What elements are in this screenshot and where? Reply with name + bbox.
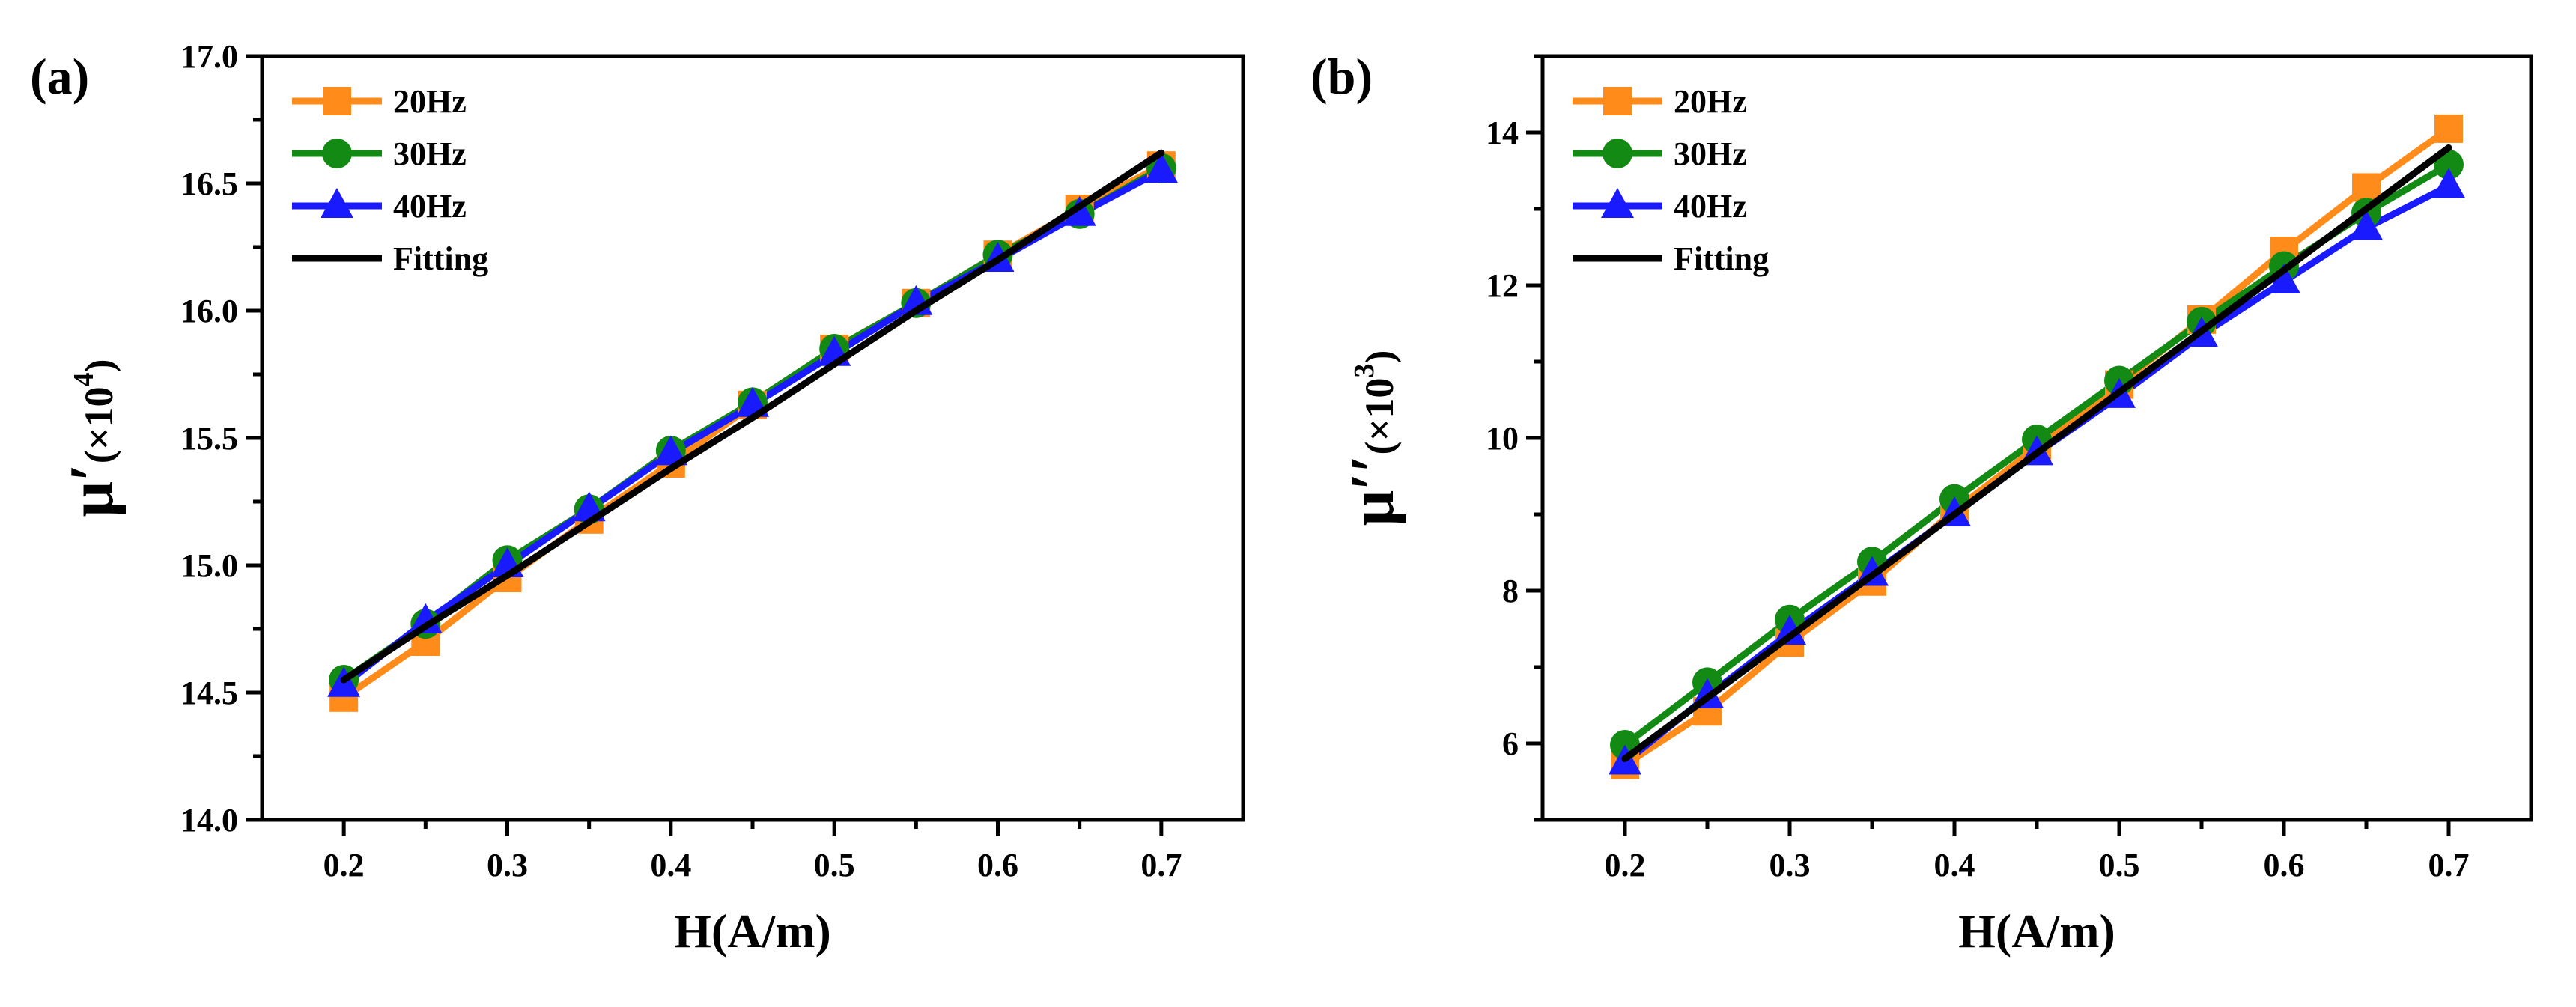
- panel-a-chart: (a) 14.0 14.5 15.0 15.5 16.0 16.5 17.0 0.2 0.3 0.4…: [30, 38, 1245, 958]
- x-tick-label: 0.2: [1605, 847, 1646, 883]
- x-tick-label: 0.6: [977, 847, 1018, 883]
- fitting-line: [340, 149, 1165, 684]
- x-tick-label: 0.4: [1934, 847, 1975, 883]
- x-tick-label: 0.6: [2264, 847, 2305, 883]
- y-axis-exponent: 3: [1349, 364, 1380, 378]
- legend-label: 20Hz: [393, 83, 467, 120]
- x-tick-label: 0.3: [487, 847, 528, 883]
- y-axis-symbol: μ′: [57, 463, 127, 517]
- legend-label: Fitting: [393, 240, 488, 277]
- x-tick-label: 0.5: [814, 847, 855, 883]
- x-tick-label: 0.4: [650, 847, 691, 883]
- marker-20Hz: [2434, 114, 2463, 143]
- y-tick-label: 6: [1502, 725, 1519, 762]
- marker-40Hz: [654, 435, 687, 466]
- x-tick-label: 0.7: [2428, 847, 2470, 883]
- legend-label: 30Hz: [393, 136, 467, 172]
- marker-40Hz: [2432, 168, 2465, 198]
- legend-marker-30Hz: [322, 139, 352, 168]
- y-tick-label: 16.5: [180, 165, 238, 202]
- legend-marker-20Hz: [323, 87, 351, 115]
- panel-label: (a): [30, 48, 89, 105]
- y-tick-label: 12: [1486, 267, 1519, 304]
- x-axis-title: H(A/m): [1958, 904, 2115, 958]
- y-tick-label: 14.5: [180, 675, 238, 711]
- marker-40Hz: [1144, 153, 1178, 183]
- marker-40Hz: [1773, 615, 1806, 645]
- x-tick-label: 0.2: [323, 847, 365, 883]
- y-axis-symbol: μ′′: [1337, 454, 1407, 526]
- x-tick-label: 0.3: [1770, 847, 1811, 883]
- marker-40Hz: [2350, 210, 2383, 240]
- y-tick-label: 14.0: [180, 802, 238, 839]
- fitting-line: [1621, 144, 2452, 762]
- legend-label: 40Hz: [1674, 188, 1747, 225]
- y-axis-unit: (×10: [76, 386, 121, 463]
- x-axis-title: H(A/m): [674, 904, 831, 958]
- y-tick-label: 17.0: [180, 38, 238, 75]
- legend-marker-40Hz: [1601, 188, 1634, 218]
- panel-b-chart: (b) 6 8 10 12 14 0.2 0.3 0.4 0.5 0.6 0.7 H(A/m) μ′′(×…: [1310, 48, 2533, 958]
- marker-20Hz: [2352, 173, 2381, 202]
- y-axis-exponent: 4: [68, 372, 100, 386]
- panel-label: (b): [1310, 48, 1373, 105]
- legend-label: 20Hz: [1674, 83, 1747, 120]
- legend-label: 40Hz: [393, 188, 467, 225]
- y-tick-label: 10: [1486, 420, 1519, 457]
- y-axis-unit-close: ): [1357, 350, 1402, 364]
- legend-marker-30Hz: [1603, 139, 1632, 168]
- legend-marker-20Hz: [1603, 87, 1632, 115]
- y-tick-label: 15.5: [180, 420, 238, 457]
- marker-40Hz: [1063, 195, 1096, 226]
- legend-label: Fitting: [1674, 240, 1769, 277]
- y-axis-title: μ′(×104): [57, 359, 127, 517]
- y-axis-title: μ′′(×103): [1337, 350, 1407, 526]
- legend-label: 30Hz: [1674, 136, 1747, 172]
- x-tick-label: 0.5: [2099, 847, 2140, 883]
- y-axis-unit: (×10: [1357, 378, 1402, 455]
- x-tick-label: 0.7: [1140, 847, 1182, 883]
- y-tick-label: 15.0: [180, 547, 238, 584]
- y-axis-unit-close: ): [76, 359, 121, 373]
- marker-40Hz: [2267, 263, 2300, 293]
- marker-40Hz: [409, 603, 443, 633]
- y-tick-label: 8: [1502, 573, 1519, 609]
- legend-marker-40Hz: [321, 188, 353, 218]
- y-tick-label: 14: [1486, 115, 1519, 151]
- y-tick-label: 16.0: [180, 293, 238, 329]
